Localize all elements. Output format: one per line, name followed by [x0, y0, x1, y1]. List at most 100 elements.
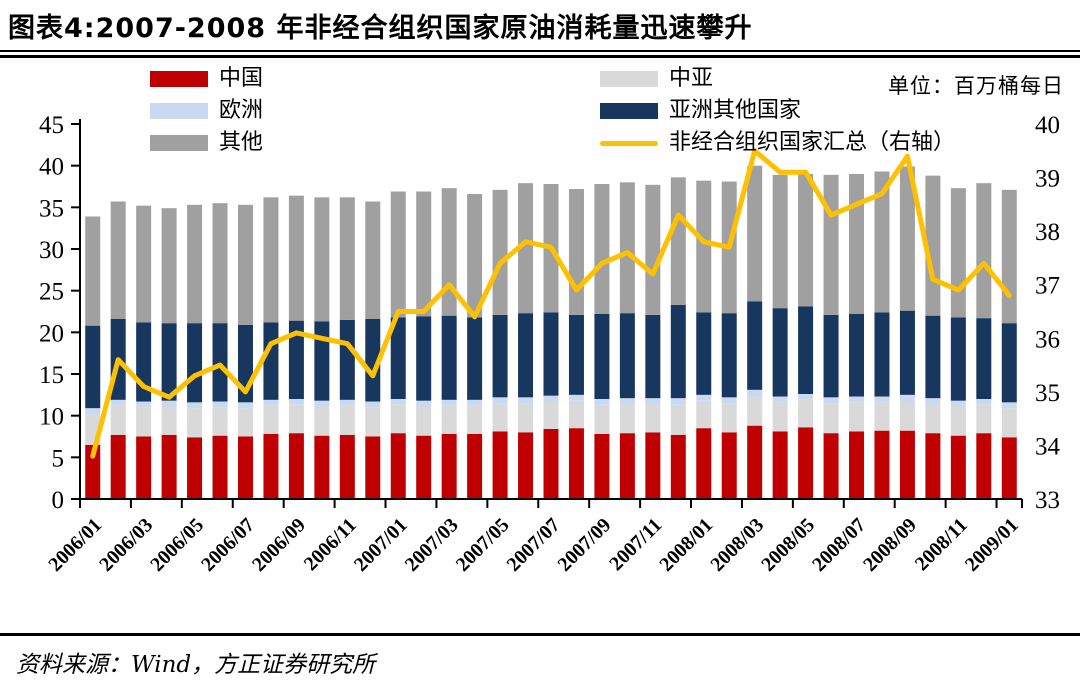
bar-segment [110, 399, 126, 406]
bar-segment [747, 301, 763, 390]
bar-segment [263, 197, 279, 323]
bar-segment [976, 404, 992, 434]
bar-segment [594, 434, 610, 499]
bar-segment [670, 304, 686, 399]
bar-segment [416, 435, 432, 499]
total-line [90, 148, 1012, 459]
bar-segment [696, 394, 712, 401]
bar-segment [288, 404, 304, 434]
bar-segment [543, 401, 559, 429]
bar-segment [136, 407, 152, 437]
bar-segment [823, 314, 839, 398]
chart-canvas: 0 5 10 15 20 25 30 35 40 45 33 34 35 36 37 38 39 40 2006/0… [39, 112, 1061, 576]
bar-segment [441, 434, 457, 499]
bar-segment [696, 400, 712, 429]
bar-segment [798, 174, 814, 307]
bar-segment [365, 201, 381, 319]
bar-segment [976, 399, 992, 405]
bar-segment [670, 404, 686, 435]
bar-segment [619, 313, 635, 399]
bar-segment [950, 406, 966, 436]
bar-segment [467, 434, 483, 499]
bar-segment [288, 399, 304, 405]
bar-segment [492, 189, 508, 315]
bar-segment [772, 431, 788, 499]
bar-segment [1001, 323, 1017, 403]
x-axis-label: 2008/09 [859, 514, 921, 576]
bar-segment [365, 407, 381, 437]
bar-segment [492, 397, 508, 404]
bar-segment [518, 183, 534, 314]
bar-segment [314, 435, 330, 499]
x-axis-label: 2006/07 [197, 514, 259, 576]
bar-segment [543, 429, 559, 499]
legend-swatch-other-asia [600, 103, 658, 119]
bar-segment [798, 399, 814, 428]
y-axis-label-right: 34 [1035, 433, 1061, 460]
bar-segment [823, 174, 839, 315]
bar-segment [619, 398, 635, 404]
bar-segment [212, 407, 228, 436]
footer-rule [0, 633, 1080, 636]
x-axis-label: 2008/01 [655, 514, 717, 576]
x-axis-label: 2007/05 [452, 514, 514, 576]
bar-segment [772, 396, 788, 403]
bar-segment [925, 315, 941, 399]
bar-segment [568, 428, 584, 499]
bar-segment [645, 432, 661, 499]
bar-segment [594, 399, 610, 405]
x-axis-label: 2006/01 [44, 514, 106, 576]
bar-segment [568, 400, 584, 429]
bar-segment [619, 433, 635, 499]
bar-segment [1001, 189, 1017, 324]
bar-segment [314, 400, 330, 407]
legend-label-nonoecd-total: 非经合组织国家汇总（右轴） [669, 130, 956, 155]
x-axis-label: 2008/11 [911, 514, 972, 575]
bar-segment [492, 431, 508, 499]
bar-segment [874, 402, 890, 431]
bar-segment [823, 397, 839, 404]
bar-segment [492, 314, 508, 398]
bar-segment [747, 165, 763, 302]
x-axis-label: 2007/07 [503, 514, 565, 576]
bar-segment [161, 406, 177, 435]
bar-segment [543, 312, 559, 396]
bar-segment [339, 405, 355, 435]
bar-segment [187, 204, 203, 324]
bar-segment [136, 205, 152, 323]
bar-segment [874, 430, 890, 499]
y-axis-label-right: 36 [1035, 326, 1060, 353]
bar-segment [136, 436, 152, 499]
bar-segment [670, 434, 686, 499]
bar-segment [467, 194, 483, 318]
bar-segment [288, 195, 304, 321]
x-axis-label: 2007/11 [605, 514, 666, 575]
bar-segment [237, 436, 253, 499]
bar-segment [950, 435, 966, 499]
bar-segment [721, 397, 737, 404]
legend-item-central-asia: 中亚 [600, 68, 713, 90]
y-axis-label-left: 45 [39, 112, 64, 139]
y-axis-label-right: 39 [1035, 166, 1060, 193]
bar-segment [899, 430, 915, 499]
bar-segment [314, 197, 330, 322]
bar-segment [263, 434, 279, 499]
bar-segment [950, 400, 966, 407]
bar-segment [85, 408, 101, 415]
bar-segment [212, 323, 228, 402]
bar-segment [772, 402, 788, 432]
bar-segment [645, 398, 661, 404]
bar-segment [212, 435, 228, 499]
bar-segment [696, 180, 712, 313]
x-axis-label: 2007/09 [554, 514, 616, 576]
bar-segment [798, 427, 814, 499]
bar-segment [976, 318, 992, 399]
bar-segment [161, 434, 177, 499]
x-axis-label: 2008/03 [706, 514, 768, 576]
bar-segment [874, 312, 890, 397]
bar-segment [263, 399, 279, 406]
x-axis-label: 2006/05 [146, 514, 208, 576]
bar-segment [568, 394, 584, 401]
y-axis-label-right: 35 [1035, 380, 1060, 407]
